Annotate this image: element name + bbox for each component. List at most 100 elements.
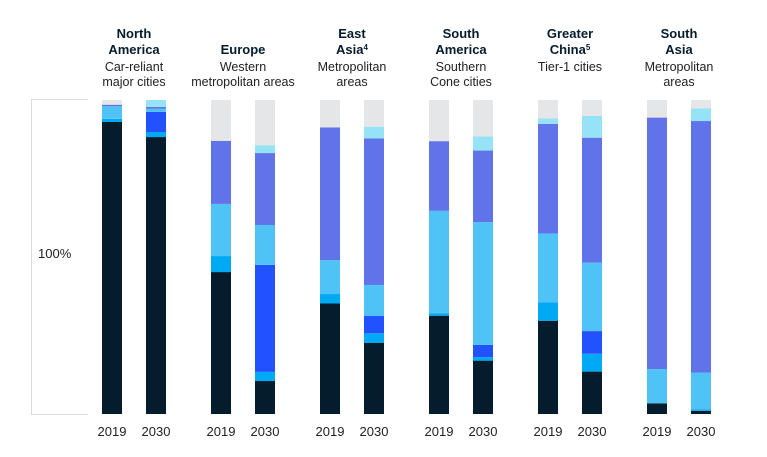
bar-segment-bright-blue	[538, 302, 558, 321]
bar-segment-grey	[429, 100, 449, 142]
bar-2019	[102, 100, 122, 414]
group-subtitle-line: Southern	[436, 60, 487, 74]
bar-segment-bright-blue	[320, 294, 340, 304]
group-title-line: South	[443, 26, 480, 41]
bar-segment-bright-blue	[429, 313, 449, 316]
bar-segment-pale-cyan	[473, 136, 493, 151]
group-subtitle-line: metropolitan areas	[191, 75, 295, 89]
bar-segment-light-blue	[647, 369, 667, 404]
bar-segment-dark-navy	[691, 410, 711, 414]
group-title-line: South	[661, 26, 698, 41]
year-label: 2030	[360, 424, 389, 439]
bar-segment-dark-navy	[429, 315, 449, 414]
bar-2030	[473, 100, 493, 414]
bar-2030	[691, 100, 711, 414]
year-label: 2019	[534, 424, 563, 439]
bar-segment-dark-navy	[538, 320, 558, 414]
bar-2030	[146, 100, 166, 415]
bar-segment-periwinkle	[429, 141, 449, 211]
group-subtitle-line: Metropolitan	[318, 60, 387, 74]
bar-segment-pale-cyan	[146, 100, 166, 107]
bar-segment-dark-navy	[364, 342, 384, 414]
bar-segment-pale-cyan	[691, 108, 711, 122]
group-subtitle-line: areas	[336, 75, 367, 89]
bar-segment-dark-navy	[473, 360, 493, 414]
bar-2030	[255, 100, 275, 414]
y-axis-bracket	[31, 99, 88, 415]
bar-segment-light-blue	[582, 262, 602, 332]
bar-segment-dark-navy	[320, 303, 340, 414]
bar-segment-periwinkle	[211, 140, 231, 204]
bar-segment-pale-cyan	[255, 145, 275, 154]
bar-segment-periwinkle	[320, 127, 340, 261]
bar-segment-bright-blue	[691, 409, 711, 411]
year-label: 2019	[207, 424, 236, 439]
year-label: 2019	[425, 424, 454, 439]
bar-2019	[429, 100, 449, 414]
year-label: 2019	[643, 424, 672, 439]
year-label: 2030	[142, 424, 171, 439]
bar-segment-light-blue	[473, 222, 493, 345]
bar-segment-bright-blue	[473, 357, 493, 361]
bar-segment-light-blue	[146, 108, 166, 112]
bar-segment-dark-navy	[102, 121, 122, 414]
bar-segment-grey	[473, 100, 493, 137]
bar-2019	[538, 100, 558, 414]
bar-segment-pale-cyan	[538, 118, 558, 124]
bar-segment-bright-blue	[364, 333, 384, 343]
bar-segment-dark-navy	[582, 371, 602, 414]
group-title-line: East	[338, 26, 366, 41]
bar-segment-grey	[582, 100, 602, 117]
group-title-line: Asia	[665, 42, 693, 57]
year-label: 2030	[687, 424, 716, 439]
group-subtitle-line: Metropolitan	[645, 60, 714, 74]
bar-segment-royal-blue	[364, 316, 384, 334]
bar-2030	[364, 100, 384, 414]
bar-segment-grey	[647, 100, 667, 118]
bar-segment-grey	[255, 100, 275, 146]
group-title-line: America	[435, 42, 487, 57]
bar-segment-bright-blue	[255, 371, 275, 382]
group-title-line: Europe	[221, 42, 266, 57]
bar-segment-royal-blue	[473, 344, 493, 358]
bar-segment-light-blue	[364, 284, 384, 317]
bar-2030	[582, 100, 602, 414]
bar-segment-light-blue	[320, 260, 340, 295]
bar-segment-periwinkle	[473, 150, 493, 223]
bar-segment-periwinkle	[647, 117, 667, 370]
bar-segment-grey	[102, 100, 122, 105]
group-title-line: Asia4	[336, 42, 368, 57]
bar-segment-light-blue	[538, 233, 558, 303]
year-label: 2019	[98, 424, 127, 439]
footnote-marker: 4	[364, 43, 369, 52]
bar-segment-periwinkle	[538, 123, 558, 234]
bar-segment-periwinkle	[582, 137, 602, 263]
bar-segment-light-blue	[102, 106, 122, 119]
bar-segment-dark-navy	[211, 272, 231, 414]
year-label: 2030	[469, 424, 498, 439]
group-subtitle-line: areas	[663, 75, 694, 89]
group-subtitle-line: major cities	[102, 75, 165, 89]
bar-segment-bright-blue	[211, 256, 231, 273]
bar-segment-dark-navy	[146, 137, 166, 415]
year-label: 2030	[251, 424, 280, 439]
group-title-line: North	[117, 26, 152, 41]
group-title-line: America	[108, 42, 160, 57]
bar-segment-light-blue	[691, 372, 711, 410]
group-subtitle-line: Cone cities	[430, 75, 492, 89]
group-title-line: China5	[550, 42, 591, 57]
year-label: 2030	[578, 424, 607, 439]
group-subtitle-line: Tier-1 cities	[538, 60, 602, 74]
bar-segment-dark-navy	[255, 381, 275, 414]
bar-segment-grey	[320, 100, 340, 128]
bar-segment-pale-cyan	[582, 116, 602, 138]
bar-segment-pale-cyan	[364, 126, 384, 139]
bar-segment-bright-blue	[582, 353, 602, 372]
bar-2019	[320, 100, 340, 414]
bar-segment-grey	[364, 100, 384, 127]
